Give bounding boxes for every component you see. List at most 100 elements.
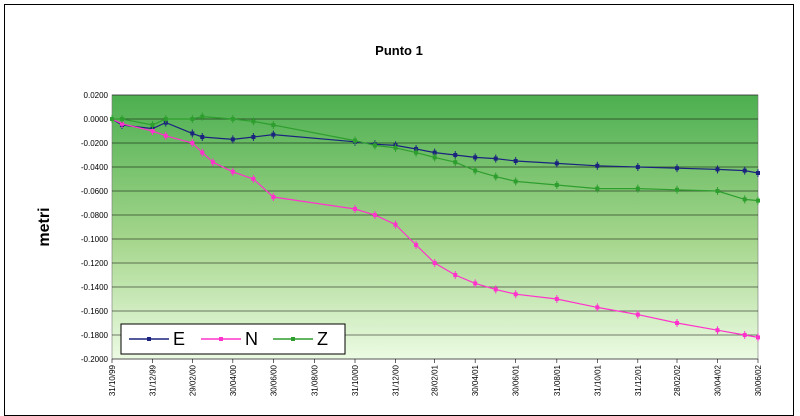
- data-point: [675, 321, 680, 325]
- data-point: [595, 163, 600, 168]
- data-point: [119, 117, 124, 121]
- y-tick-label: -0.1400: [81, 283, 109, 292]
- data-point: [414, 150, 419, 155]
- data-point: [414, 243, 419, 247]
- data-point: [756, 198, 760, 203]
- data-point: [493, 174, 498, 179]
- series-group: [110, 112, 760, 342]
- y-tick-label: 0.0000: [84, 115, 109, 124]
- chart-container: Punto 1 0.0200 0.0000 -0.0200 -0.0400 -0.060…: [4, 4, 794, 416]
- data-point: [200, 150, 205, 155]
- data-point: [473, 168, 478, 173]
- series-N: [110, 115, 760, 342]
- data-point: [453, 160, 458, 165]
- y-tick-label: -0.0200: [81, 139, 109, 148]
- y-axis-ticks: 0.0200 0.0000 -0.0200 -0.0400 -0.0600 -0.0800…: [81, 91, 109, 364]
- data-point: [393, 145, 398, 150]
- y-tick-label: -0.1000: [81, 235, 109, 244]
- data-point: [715, 167, 720, 172]
- data-point: [756, 171, 760, 175]
- data-point: [635, 165, 640, 169]
- data-point: [230, 169, 235, 174]
- data-point: [190, 141, 195, 145]
- data-point: [554, 183, 559, 187]
- data-point: [200, 114, 205, 119]
- data-point: [742, 168, 747, 173]
- data-point: [251, 135, 256, 139]
- y-tick-label: -0.1200: [81, 259, 109, 268]
- x-tick-label: 30/04/02: [714, 364, 723, 396]
- data-point: [200, 135, 205, 139]
- legend-marker: [219, 337, 223, 341]
- x-tick-label: 30/06/01: [512, 364, 521, 396]
- data-point: [493, 287, 498, 292]
- data-point: [715, 189, 720, 193]
- data-point: [473, 281, 478, 286]
- data-point: [513, 159, 518, 163]
- data-point: [432, 150, 437, 155]
- data-point: [453, 273, 458, 277]
- data-point: [190, 131, 195, 136]
- y-tick-label: -0.0800: [81, 211, 109, 220]
- x-tick-label: 31/10/01: [593, 364, 602, 396]
- data-point: [756, 335, 760, 340]
- data-point: [432, 155, 437, 160]
- data-point: [150, 129, 155, 133]
- y-tick-label: -0.1600: [81, 307, 109, 316]
- data-point: [163, 117, 168, 121]
- legend-label: N: [245, 329, 258, 349]
- x-tick-label: 31/08/00: [310, 364, 319, 396]
- x-tick-label: 31/10/99: [108, 364, 117, 396]
- x-tick-label: 30/04/01: [471, 364, 480, 396]
- data-point: [635, 186, 640, 191]
- data-point: [635, 312, 640, 317]
- x-tick-label: 31/12/00: [391, 364, 400, 396]
- x-tick-label: 30/06/02: [754, 364, 763, 396]
- data-point: [493, 156, 498, 161]
- y-tick-label: -0.2000: [81, 355, 109, 364]
- data-point: [210, 160, 215, 165]
- data-point: [190, 117, 195, 121]
- data-point: [715, 328, 720, 333]
- y-tick-label: 0.0200: [84, 91, 109, 100]
- data-point: [150, 123, 155, 127]
- data-point: [675, 166, 680, 171]
- data-point: [513, 292, 518, 297]
- data-point: [352, 138, 357, 143]
- legend-marker: [147, 337, 151, 341]
- data-point: [372, 213, 377, 217]
- x-tick-label: 29/02/00: [188, 364, 197, 396]
- data-point: [271, 132, 276, 137]
- data-point: [393, 222, 398, 227]
- legend-marker: [291, 337, 295, 341]
- chart-title: Punto 1: [375, 43, 423, 58]
- x-tick-label: 31/08/01: [553, 364, 562, 396]
- data-point: [163, 133, 168, 138]
- data-point: [230, 137, 235, 142]
- data-point: [372, 143, 377, 148]
- data-point: [110, 117, 114, 121]
- x-tick-label: 31/10/00: [351, 364, 360, 396]
- x-tick-label: 30/06/00: [269, 364, 278, 396]
- data-point: [230, 117, 235, 121]
- legend-label: E: [173, 329, 185, 349]
- data-point: [271, 123, 276, 127]
- data-point: [554, 297, 559, 301]
- x-tick-label: 28/02/01: [431, 364, 440, 396]
- data-point: [453, 153, 458, 157]
- x-tick-label: 31/12/99: [148, 364, 157, 396]
- data-point: [554, 161, 559, 166]
- data-point: [352, 207, 357, 211]
- data-point: [251, 177, 256, 181]
- legend-label: Z: [317, 329, 328, 349]
- x-tick-label: 30/04/00: [229, 364, 238, 396]
- data-point: [119, 121, 124, 126]
- data-point: [742, 197, 747, 202]
- data-point: [513, 179, 518, 184]
- x-tick-label: 28/02/02: [673, 364, 682, 396]
- grid-lines: [112, 94, 758, 360]
- data-point: [742, 333, 747, 337]
- data-point: [473, 155, 478, 160]
- y-tick-label: -0.0600: [81, 187, 109, 196]
